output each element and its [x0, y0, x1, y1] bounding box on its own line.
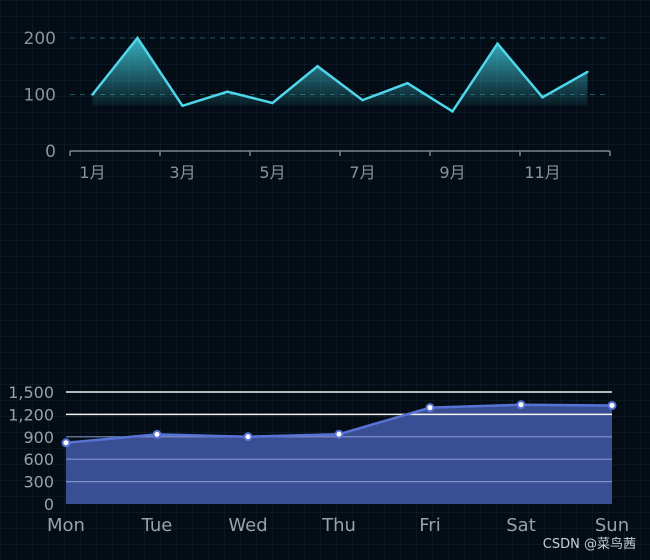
- data-point: [516, 400, 526, 410]
- data-point: [607, 400, 617, 410]
- data-point: [541, 96, 544, 99]
- data-point: [406, 82, 409, 85]
- x-tick-label: Tue: [141, 515, 173, 536]
- data-point: [243, 432, 253, 442]
- y-tick-label: 900: [23, 428, 54, 447]
- data-point: [496, 42, 499, 45]
- y-tick-label: 300: [23, 473, 54, 492]
- y-tick-label: 0: [44, 495, 54, 514]
- x-tick-label: 1月: [79, 163, 105, 182]
- x-tick-label: 3月: [169, 163, 195, 182]
- x-tick-label: Mon: [47, 515, 85, 536]
- x-tick-label: 7月: [349, 163, 375, 182]
- y-tick-label: 100: [24, 86, 56, 106]
- x-tick-label: 11月: [524, 163, 560, 182]
- data-point: [181, 104, 184, 108]
- y-tick-label: 1,500: [8, 383, 54, 402]
- series-line: [91, 35, 589, 114]
- x-tick-label: Wed: [228, 515, 267, 536]
- data-point: [334, 429, 344, 439]
- data-point: [136, 36, 139, 40]
- x-tick-label: Sun: [595, 515, 629, 536]
- weekly-area-chart: 0 300 600 900 1,200 1,500 Mon Tue Wed Thu Fri Sat Su…: [8, 383, 629, 536]
- data-point: [316, 65, 319, 68]
- data-point: [152, 429, 162, 439]
- x-tick-label: Thu: [321, 515, 356, 536]
- y-tick-label: 1,200: [8, 405, 54, 424]
- data-point: [425, 403, 435, 413]
- x-tick-label: 5月: [259, 163, 285, 182]
- data-point: [586, 70, 589, 74]
- x-tick-label: 9月: [439, 163, 465, 182]
- monthly-area-chart: 0 100 200 1月 3月 5月 7月 9月 11月: [24, 29, 611, 182]
- y-tick-label: 200: [24, 29, 56, 49]
- data-point: [91, 93, 94, 96]
- watermark: CSDN @菜鸟茜: [542, 537, 636, 552]
- y-tick-label: 600: [23, 450, 54, 469]
- data-point: [271, 101, 274, 105]
- data-point: [361, 98, 364, 102]
- x-tick-label: Fri: [419, 515, 440, 536]
- data-point: [226, 90, 229, 93]
- series-area: [66, 404, 612, 504]
- series-area: [92, 38, 588, 112]
- data-point: [61, 438, 71, 448]
- y-tick-label: 0: [45, 142, 56, 162]
- data-point: [451, 110, 454, 113]
- x-tick-label: Sat: [506, 515, 536, 536]
